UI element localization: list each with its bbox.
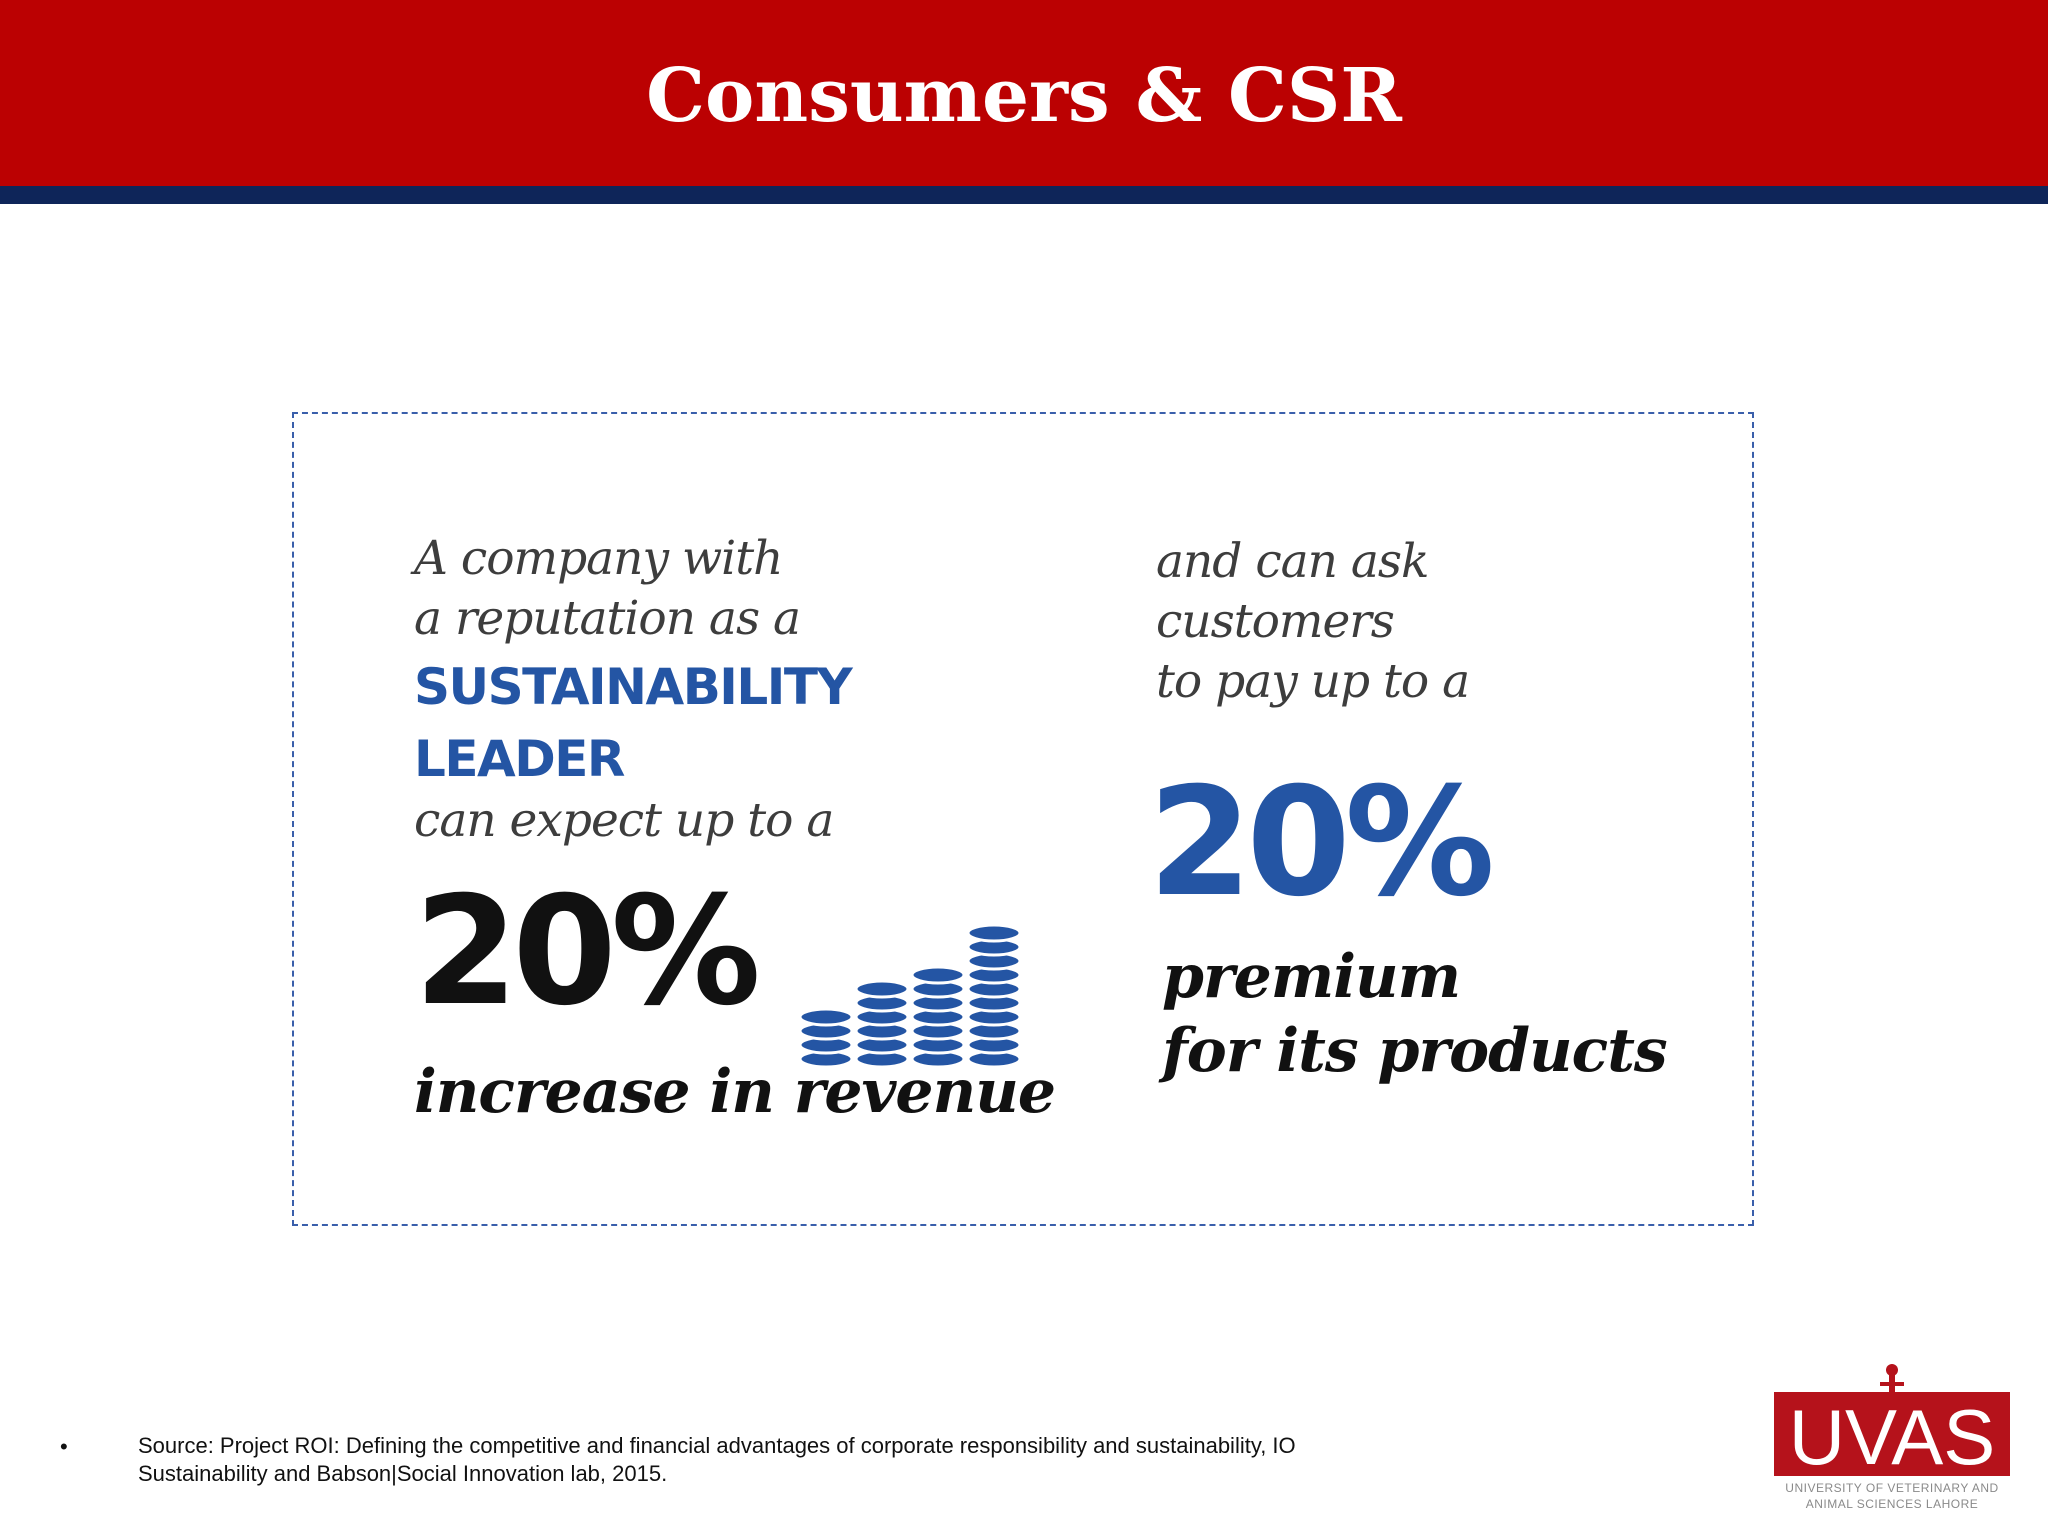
right-intro-line-1: and can ask customers [1156,534,1430,649]
premium-tagline-line-2: for its products [1162,1016,1668,1086]
expect-text: can expect up to a [414,793,834,848]
sustainability-leader-text: SUSTAINABILITY LEADER [414,658,853,788]
uvas-logo: UVAS [1774,1364,2010,1481]
revenue-tagline: increase in revenue [414,1057,1056,1127]
left-column: A company with a reputation as a SUSTAIN… [414,529,1074,1129]
logo-wordmark: UVAS [1789,1393,1996,1481]
premium-percent: 20% [1148,756,1495,930]
logo-caption-line-2: ANIMAL SCIENCES LAHORE [1805,1497,1979,1511]
logo-caption-line-1: UNIVERSITY OF VETERINARY AND [1785,1481,1999,1495]
source-citation: Source: Project ROI: Defining the compet… [138,1433,1296,1486]
infographic-frame: A company with a reputation as a SUSTAIN… [292,412,1754,1226]
right-intro-line-2: to pay up to a [1156,654,1470,709]
coin-stacks-icon [798,923,1022,1067]
footer-bullet: • [60,1434,68,1459]
header-stripe [0,186,2048,204]
revenue-percent: 20% [414,865,761,1039]
left-intro-line-1: A company with [414,531,783,586]
header-bar [0,0,2048,186]
left-intro-line-2: a reputation as a [414,591,801,646]
logo-caption: UNIVERSITY OF VETERINARY AND ANIMAL SCIE… [1772,1480,2012,1512]
right-column: and can ask customers to pay up to a 20%… [1148,532,1676,1088]
premium-tagline-line-1: premium [1162,942,1461,1012]
slide-title: Consumers & CSR [646,53,1402,139]
